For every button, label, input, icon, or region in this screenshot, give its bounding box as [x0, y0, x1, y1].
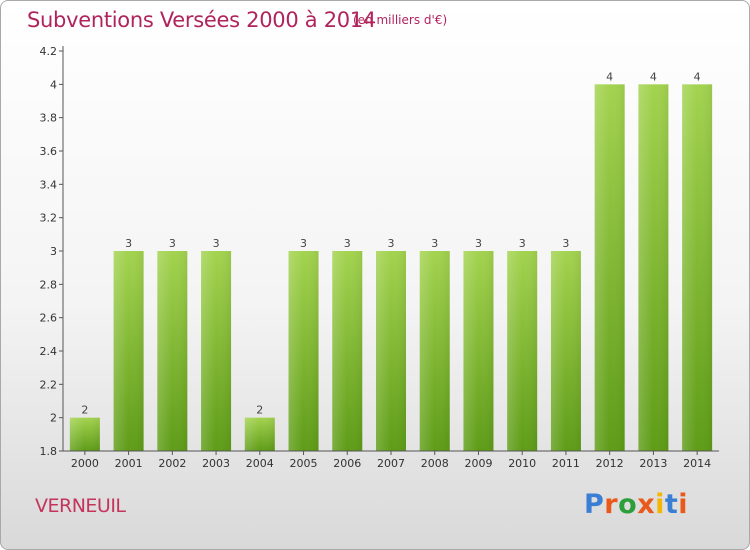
bar-shine	[463, 251, 494, 451]
bar-shine	[376, 251, 406, 451]
x-tick-label: 2000	[71, 457, 99, 470]
y-tick-label: 2.2	[40, 378, 58, 391]
x-tick-label: 2009	[464, 457, 492, 470]
data-label: 3	[519, 237, 526, 250]
bar-shine	[419, 251, 450, 451]
x-tick-label: 2005	[290, 457, 318, 470]
x-axis: 2000 2001 2002 2003 2004 2005 2006 2007 2008 2009…	[63, 450, 719, 470]
y-tick-label: 2.6	[40, 312, 58, 325]
logo-letter: P	[584, 489, 605, 520]
data-label: 3	[300, 237, 307, 250]
x-tick-label: 2002	[158, 457, 186, 470]
bar-shine	[69, 417, 100, 451]
bar-shine	[157, 251, 188, 451]
y-tick-label: 1.8	[40, 445, 58, 458]
chart-subtitle: (en milliers d'€)	[353, 13, 448, 27]
x-tick-label: 2007	[377, 457, 405, 470]
x-tick-label: 2008	[421, 457, 449, 470]
data-label: 3	[125, 237, 132, 250]
data-label: 4	[650, 70, 657, 83]
bar-shine	[288, 251, 319, 451]
data-label: 3	[431, 237, 438, 250]
data-label: 4	[606, 70, 613, 83]
x-tick-label: 2012	[596, 457, 624, 470]
bars: 2 3 3 3 2 3 3 3 3 3 3 3 4 4 4	[69, 70, 713, 451]
bar-shine	[201, 251, 232, 451]
bar-shine	[113, 251, 144, 451]
logo-letter: i	[655, 489, 665, 520]
logo-letter: x	[637, 489, 656, 520]
logo-letter: i	[678, 489, 689, 520]
bar-shine	[244, 417, 275, 451]
y-tick-label: 2.4	[40, 345, 58, 358]
y-tick-label: 4	[50, 78, 57, 91]
x-tick-label: 2001	[115, 457, 143, 470]
y-tick-label: 3.4	[40, 178, 58, 191]
data-label: 3	[169, 237, 176, 250]
data-label: 3	[562, 237, 569, 250]
data-label: 4	[694, 70, 701, 83]
commune-name: VERNEUIL	[35, 495, 126, 517]
chart-title: Subventions Versées 2000 à 2014	[27, 8, 376, 32]
bar-shine	[332, 251, 363, 451]
y-tick-label: 3.8	[40, 112, 58, 125]
bar-shine	[507, 251, 538, 451]
y-axis: 1.8 2 2.2 2.4 2.6 2.8 3 3.2 3.4 3.6 3.8 4 4.2	[40, 45, 64, 458]
logo-letter: t	[664, 489, 679, 520]
x-tick-label: 2010	[508, 457, 536, 470]
data-label: 2	[256, 404, 263, 417]
logo-letter: o	[618, 489, 638, 520]
y-tick-label: 3.2	[40, 212, 58, 225]
bar-shine	[682, 84, 713, 451]
data-label: 3	[213, 237, 220, 250]
y-tick-label: 2.8	[40, 278, 58, 291]
bar-shine	[638, 84, 669, 451]
x-tick-label: 2006	[333, 457, 361, 470]
y-tick-label: 2	[50, 412, 57, 425]
x-tick-label: 2011	[552, 457, 580, 470]
x-tick-label: 2013	[639, 457, 667, 470]
data-label: 3	[388, 237, 395, 250]
proxiti-logo: Proxiti	[584, 489, 688, 520]
x-tick-label: 2014	[683, 457, 711, 470]
x-tick-label: 2003	[202, 457, 230, 470]
x-tick-label: 2004	[246, 457, 274, 470]
y-tick-label: 4.2	[40, 45, 58, 58]
bar-shine	[594, 84, 625, 451]
y-tick-label: 3.6	[40, 145, 58, 158]
bar-shine	[550, 251, 581, 451]
data-label: 3	[344, 237, 351, 250]
data-label: 3	[475, 237, 482, 250]
logo-letter: r	[604, 489, 619, 520]
data-label: 2	[81, 404, 88, 417]
y-tick-label: 3	[50, 245, 57, 258]
